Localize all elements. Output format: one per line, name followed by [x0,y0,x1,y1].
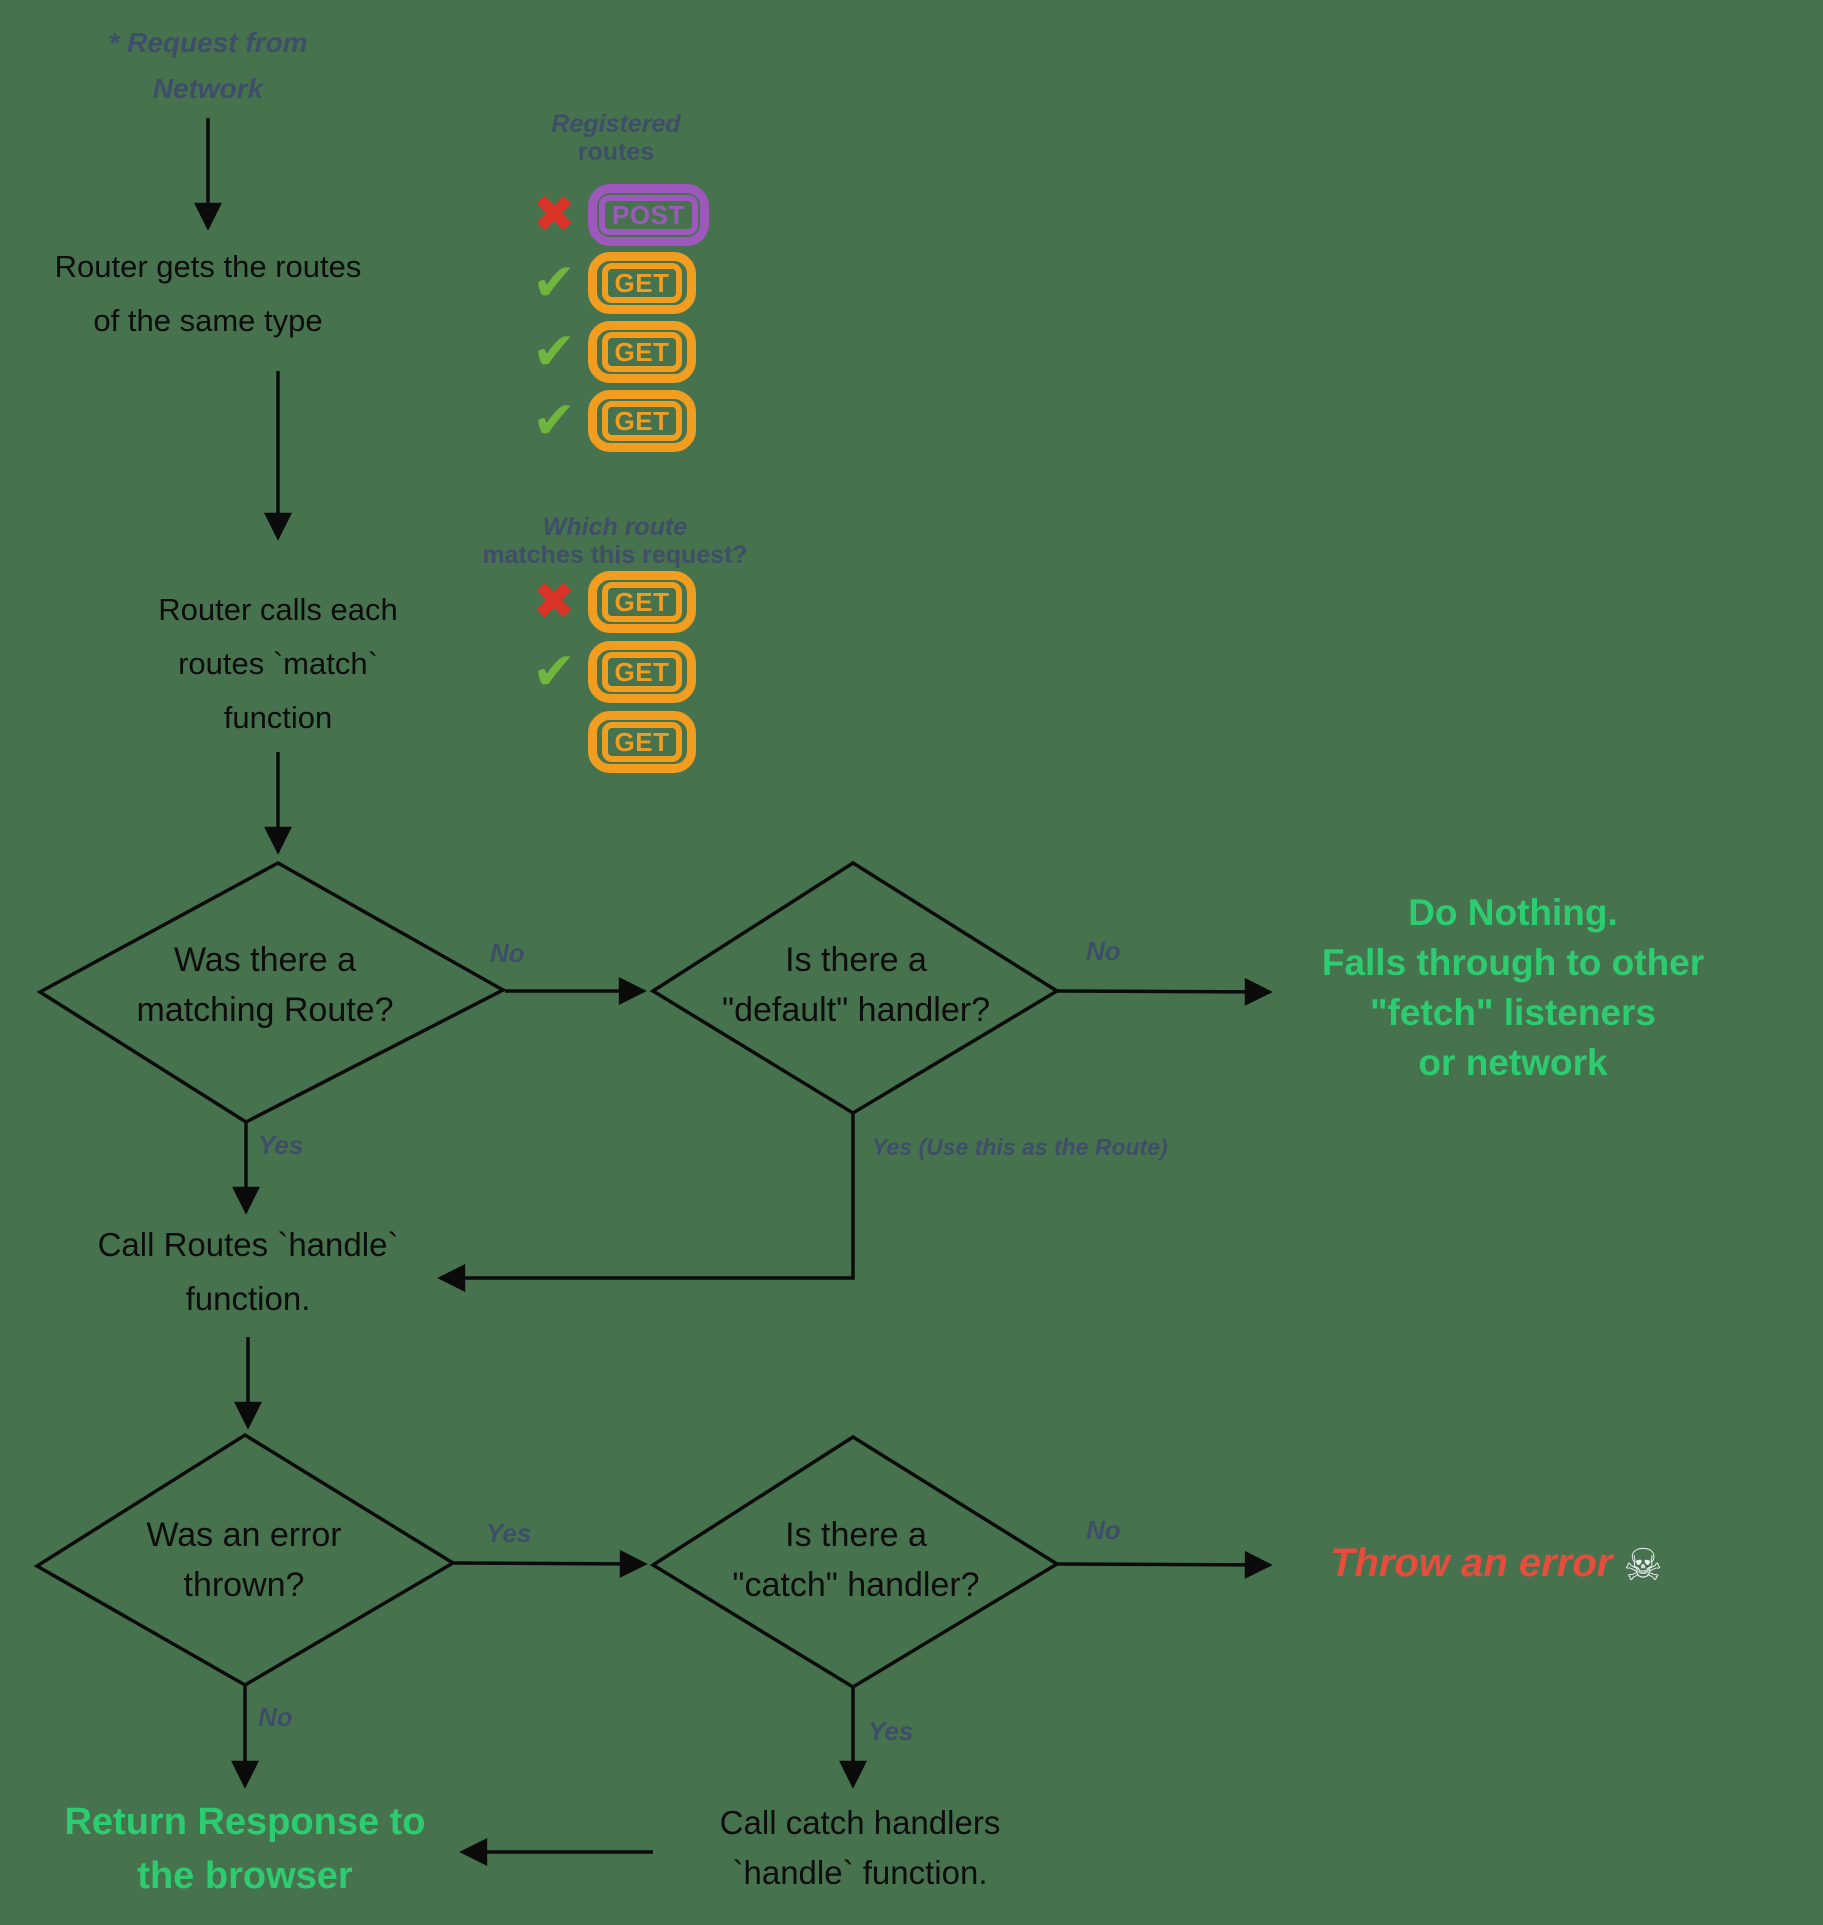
get-route-badge: GET [588,252,696,314]
registered-routes-line-2: routes [577,138,655,166]
cross-mark-icon: ✖ [532,572,576,632]
do-nothing-line-4: or network [1418,1042,1608,1083]
do-nothing-line-3: "fetch" listeners [1370,992,1656,1033]
get-route-badge-label: GET [601,582,683,622]
get-route-badge: GET [588,571,696,633]
skull-crossbones-icon: ☠ [1623,1541,1663,1590]
router-calls-line-3: function [223,700,333,735]
request-line-2: Network [152,73,264,104]
edge-label-no-default-handler: No [1086,936,1121,966]
route-badge-row: ✔ GET [528,390,696,452]
catch-handler-line-2: "catch" handler? [732,1566,980,1604]
route-badge-row: ✖ POST [528,184,709,246]
process-node-call-routes-handle: Call Routes `handle` function. [98,1218,399,1326]
matching-route-line-1: Was there a [173,941,357,979]
terminal-node-throw-error: Throw an error ☠ [1330,1540,1663,1591]
router-gets-line-2: of the same type [93,303,323,338]
route-badge-row: ✔ GET [528,321,696,383]
get-route-badge: GET [588,390,696,452]
decision-text-catch-handler: Is there a "catch" handler? [732,1510,979,1610]
edge-label-yes-use-default-as-route: Yes (Use this as the Route) [872,1134,1168,1160]
request-line-1: * Request from [108,27,308,58]
arrow-yes-default-to-call-routes [437,1113,855,1292]
do-nothing-line-2: Falls through to other [1321,942,1705,983]
router-gets-line-1: Router gets the routes [54,249,362,284]
error-thrown-line-2: thrown? [183,1566,305,1604]
decision-text-matching-route: Was there a matching Route? [136,935,393,1035]
return-response-line-1: Return Response to [64,1801,426,1843]
terminal-node-do-nothing: Do Nothing. Falls through to other "fetc… [1322,888,1704,1088]
which-route-line-2: matches this request? [482,541,748,569]
get-route-badge: GET [588,641,696,703]
process-node-router-gets-routes: Router gets the routes of the same type [55,240,362,348]
call-routes-line-2: function. [185,1280,311,1317]
cross-mark-icon: ✖ [532,185,576,245]
route-badge-row: ✔ GET [528,252,696,314]
process-node-router-calls-match: Router calls each routes `match` functio… [158,583,398,745]
call-catch-line-1: Call catch handlers [719,1804,1001,1841]
decision-text-default-handler: Is there a "default" handler? [722,935,990,1035]
process-node-call-catch-handle: Call catch handlers `handle` function. [720,1798,1001,1898]
annotation-registered-routes: Registered routes [551,110,680,166]
default-handler-line-2: "default" handler? [722,991,990,1029]
edge-label-yes-error-thrown: Yes [486,1518,532,1548]
return-response-line-2: the browser [137,1855,353,1897]
registered-routes-line-1: Registered [551,110,681,138]
edge-label-yes-matching-route: Yes [258,1130,304,1160]
edge-label-yes-catch-handler: Yes [868,1716,914,1746]
get-route-badge-label: GET [601,401,683,441]
edge-label-no-catch-handler: No [1086,1515,1121,1545]
decision-text-error-thrown: Was an error thrown? [146,1510,341,1610]
get-route-badge-label: GET [601,263,683,303]
check-mark-icon: ✔ [532,391,576,451]
error-thrown-line-1: Was an error [146,1516,342,1554]
annotation-which-route-matches: Which route matches this request? [482,513,747,569]
arrow-no-to-do-nothing [1056,977,1273,1006]
get-route-badge-label: GET [601,332,683,372]
edge-label-no-matching-route: No [490,938,525,968]
edge-label-no-error-thrown: No [258,1702,293,1732]
do-nothing-line-1: Do Nothing. [1408,892,1618,933]
route-badge-row: ✔ GET [528,641,696,703]
throw-error-text: Throw an error [1330,1541,1613,1585]
get-route-badge-label: GET [601,722,683,762]
catch-handler-line-1: Is there a [785,1516,927,1554]
router-calls-line-2: routes `match` [178,646,378,681]
arrow-no-to-throw-error [1056,1550,1273,1579]
terminal-node-return-response: Return Response to the browser [64,1795,425,1903]
check-mark-icon: ✔ [532,642,576,702]
arrow-yes-to-catch-handler [452,1549,648,1578]
get-route-badge: GET [588,711,696,773]
post-route-badge: POST [588,184,709,246]
call-catch-line-2: `handle` function. [732,1854,988,1891]
start-node-request-from-network: * Request from Network [108,20,307,112]
check-mark-icon: ✔ [532,322,576,382]
call-routes-line-1: Call Routes `handle` [97,1226,399,1263]
route-badge-row: GET [528,711,696,773]
default-handler-line-1: Is there a [785,941,927,979]
get-route-badge: GET [588,321,696,383]
router-calls-line-1: Router calls each [158,592,398,627]
get-route-badge-label: GET [601,652,683,692]
check-mark-icon: ✔ [532,253,576,313]
matching-route-line-2: matching Route? [136,991,394,1029]
post-route-badge-label: POST [599,195,698,235]
which-route-line-1: Which route [542,513,688,541]
route-badge-row: ✖ GET [528,571,696,633]
